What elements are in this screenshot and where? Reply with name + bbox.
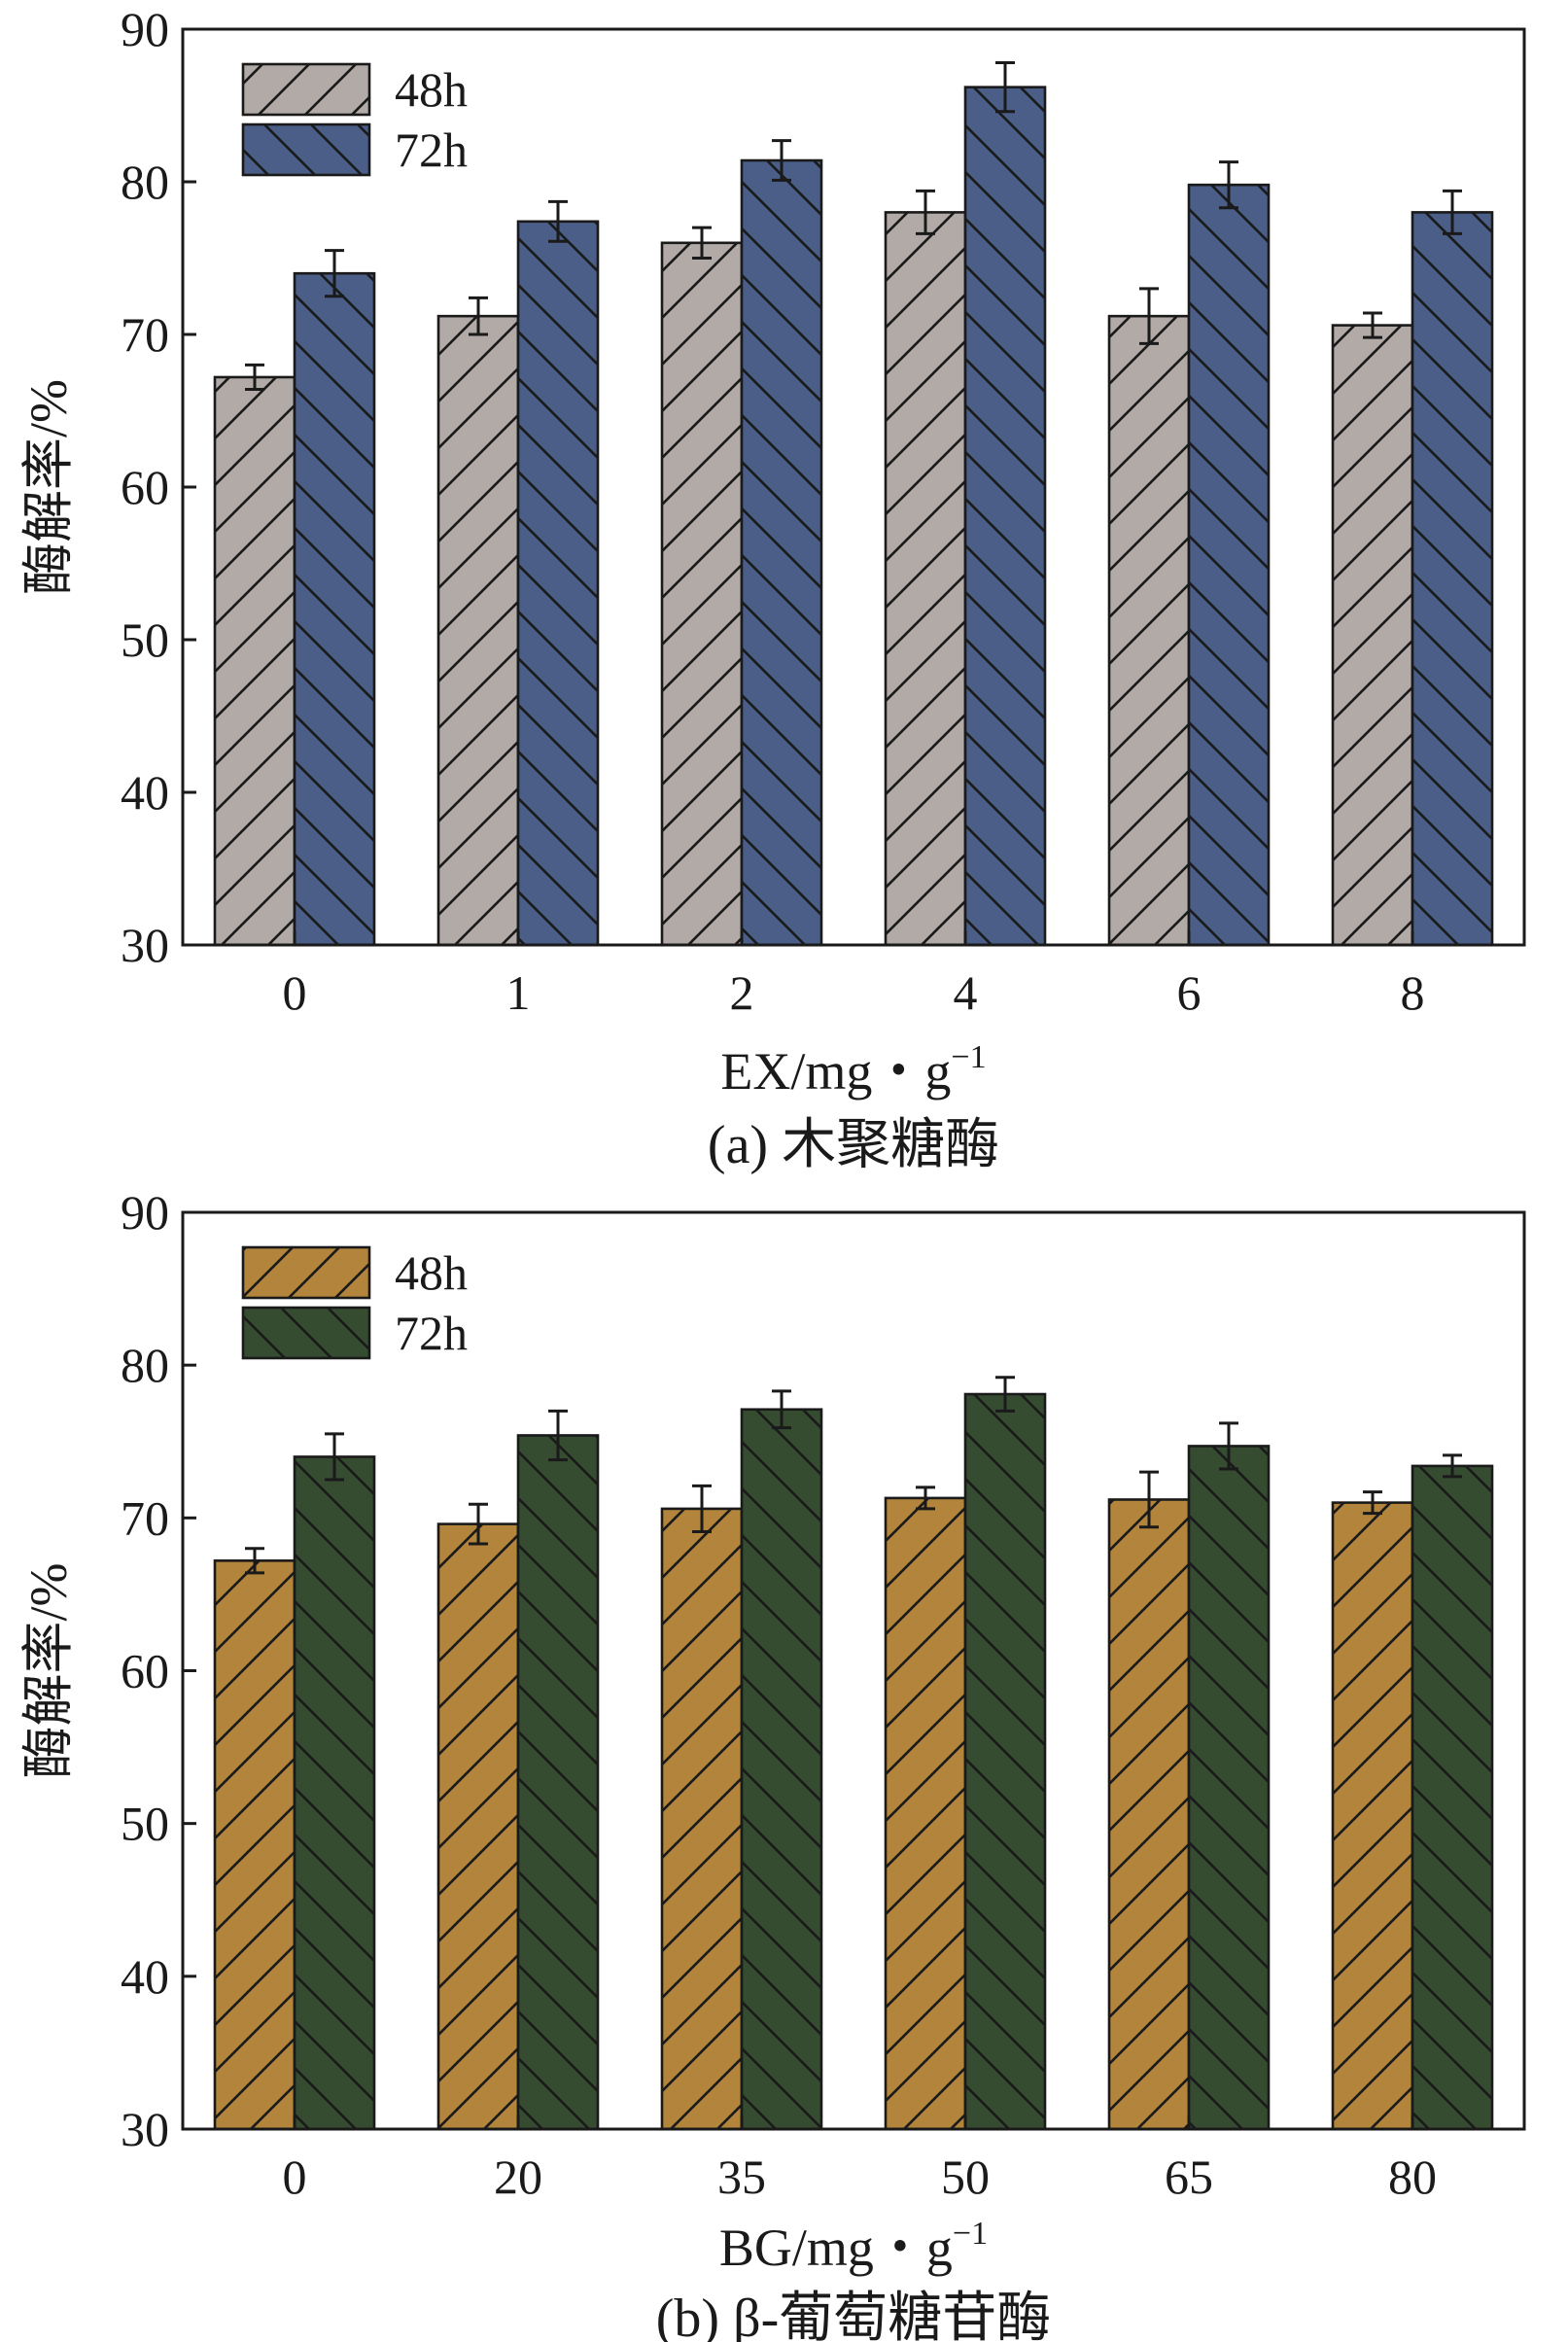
x-tick-label: 20: [494, 2150, 542, 2204]
y-tick-label: 50: [121, 1797, 169, 1851]
error-bar-48h-20: [469, 1502, 488, 1546]
error-bar-72h-80: [1443, 1453, 1462, 1479]
x-tick-label: 6: [1177, 965, 1202, 1020]
bar-48h-50: [884, 1496, 967, 2131]
bar-48h-8: [1331, 324, 1414, 947]
error-bar-72h-6: [1219, 160, 1238, 210]
legend-swatch: [241, 122, 371, 177]
error-bar-72h-50: [995, 1376, 1015, 1413]
y-tick-label: 70: [121, 1490, 169, 1545]
y-tick-label: 90: [121, 1185, 169, 1240]
x-tick-label: 1: [506, 965, 531, 1020]
y-axis-label: 酶解率/%: [19, 1563, 78, 1779]
x-tick-label: 0: [283, 965, 307, 1020]
error-bar-72h-65: [1219, 1421, 1238, 1471]
bar-48h-0: [213, 375, 296, 947]
error-bar-72h-0: [325, 1432, 344, 1482]
bar-72h-50: [963, 1392, 1047, 2131]
error-bar-48h-6: [1139, 287, 1159, 345]
chart-panel-b: 30 40 50 60 70 80 90 0 20 35 50 65 80 酶解率/% BG/mg・g−1 (…: [19, 1185, 1526, 2342]
legend-item-48h: 48h: [241, 62, 468, 117]
error-bar-72h-4: [995, 61, 1015, 114]
error-bar-48h-50: [916, 1486, 935, 1511]
bar-72h-8: [1411, 211, 1494, 947]
y-tick-label: 70: [121, 307, 169, 362]
bar-48h-4: [884, 211, 967, 947]
error-bar-72h-8: [1443, 189, 1462, 235]
x-tick-label: 65: [1165, 2150, 1213, 2204]
bar-72h-6: [1187, 183, 1271, 947]
bar-72h-4: [963, 86, 1047, 947]
legend-item-48h: 48h: [241, 1245, 468, 1300]
legend-item-72h: 72h: [241, 1306, 468, 1360]
error-bar-72h-1: [548, 199, 568, 243]
y-tick-label: 80: [121, 1338, 169, 1392]
bar-72h-2: [740, 158, 823, 947]
bar-72h-20: [516, 1434, 600, 2131]
bar-72h-80: [1411, 1464, 1494, 2131]
error-bar-48h-65: [1139, 1470, 1159, 1529]
y-tick-label: 50: [121, 612, 169, 667]
bar-72h-65: [1187, 1445, 1271, 2131]
x-tick-label: 8: [1401, 965, 1425, 1020]
legend-swatch: [241, 62, 371, 117]
error-bar-72h-0: [325, 249, 344, 298]
legend-label: 72h: [395, 122, 468, 177]
x-axis-label: BG/mg・g−1: [719, 2216, 988, 2277]
x-tick-label: 2: [730, 965, 754, 1020]
y-tick-label: 30: [121, 918, 169, 972]
x-tick-label: 35: [717, 2150, 766, 2204]
bar-48h-0: [213, 1559, 296, 2131]
y-tick-label: 60: [121, 1644, 169, 1698]
legend-label: 48h: [395, 1245, 468, 1300]
bar-48h-1: [436, 314, 520, 947]
bar-48h-80: [1331, 1501, 1414, 2131]
bar-72h-35: [740, 1408, 823, 2131]
bar-72h-0: [293, 1455, 376, 2131]
error-bar-48h-35: [692, 1484, 712, 1533]
legend-swatch: [241, 1306, 371, 1360]
x-tick-label: 0: [283, 2150, 307, 2204]
x-axis-label: EX/mg・g−1: [720, 1039, 986, 1101]
legend-label: 72h: [395, 1306, 468, 1360]
error-bar-72h-2: [772, 139, 791, 182]
error-bar-48h-0: [245, 363, 264, 392]
y-tick-label: 30: [121, 2102, 169, 2156]
error-bar-48h-8: [1363, 311, 1382, 339]
y-tick-label: 80: [121, 155, 169, 209]
bar-72h-1: [516, 220, 600, 947]
plot-frame: [181, 27, 1526, 947]
error-bar-48h-1: [469, 296, 488, 336]
x-tick-label: 80: [1388, 2150, 1437, 2204]
legend-item-72h: 72h: [241, 122, 468, 177]
bar-72h-0: [293, 271, 376, 947]
error-bar-48h-2: [692, 226, 712, 260]
y-tick-label: 40: [121, 1949, 169, 2004]
error-bar-72h-35: [772, 1389, 791, 1430]
x-tick-label: 4: [954, 965, 978, 1020]
panel-caption: (a) 木聚糖酶: [708, 1115, 999, 1175]
panel-caption: (b) β-葡萄糖苷酶: [656, 2289, 1051, 2342]
legend-label: 48h: [395, 62, 468, 117]
plot-frame: [181, 1210, 1526, 2131]
bar-48h-35: [660, 1507, 744, 2131]
y-tick-label: 90: [121, 2, 169, 56]
y-axis-label: 酶解率/%: [19, 379, 78, 595]
x-tick-label: 50: [941, 2150, 990, 2204]
error-bar-48h-0: [245, 1547, 264, 1575]
chart-panel-a: 30 40 50 60 70 80 90 0 1 2 4 6 8 酶解率/% EX/mg・g−1 (a) 木聚…: [19, 2, 1526, 1175]
y-tick-label: 40: [121, 765, 169, 820]
error-bar-48h-4: [916, 189, 935, 235]
error-bar-72h-20: [548, 1409, 568, 1462]
error-bar-48h-80: [1363, 1490, 1382, 1516]
bar-48h-20: [436, 1522, 520, 2131]
legend-swatch: [241, 1245, 371, 1300]
bar-48h-6: [1107, 314, 1191, 947]
bar-48h-2: [660, 241, 744, 947]
y-tick-label: 60: [121, 460, 169, 514]
bar-48h-65: [1107, 1498, 1191, 2131]
